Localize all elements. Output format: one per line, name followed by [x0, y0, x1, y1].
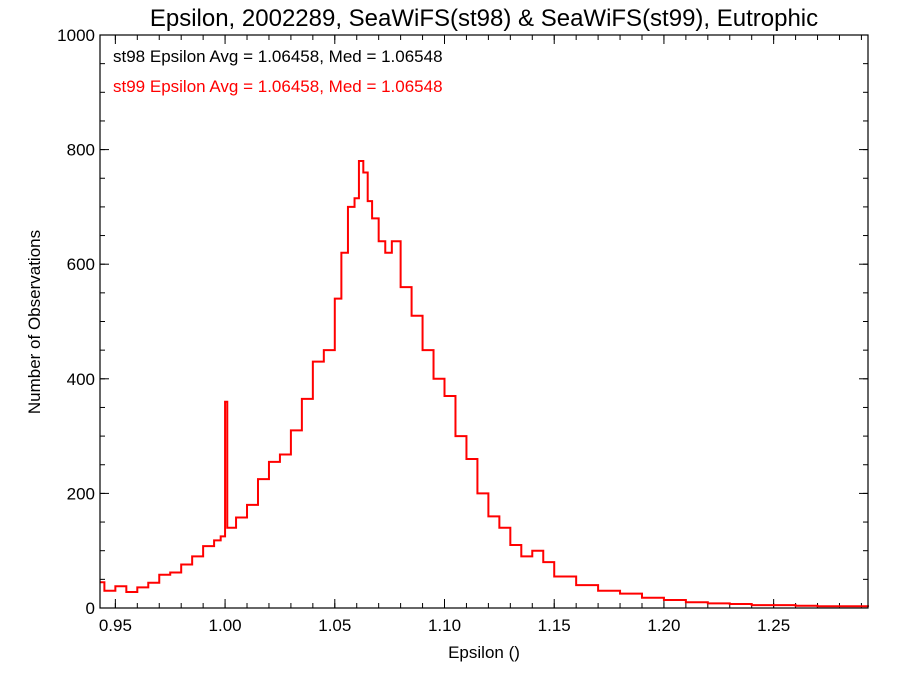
annotation-st99: st99 Epsilon Avg = 1.06458, Med = 1.0654… — [113, 77, 443, 96]
histogram-series-line — [100, 160, 869, 608]
x-tick-label: 1.15 — [538, 616, 571, 635]
y-tick-label: 0 — [86, 599, 95, 618]
x-tick-label: 1.10 — [428, 616, 461, 635]
y-axis-label: Number of Observations — [25, 230, 44, 414]
chart-title: Epsilon, 2002289, SeaWiFS(st98) & SeaWiF… — [150, 5, 818, 32]
x-tick-label: 0.95 — [99, 616, 132, 635]
x-axis-label: Epsilon () — [448, 643, 520, 662]
x-tick-label: 1.05 — [318, 616, 351, 635]
y-tick-label: 600 — [67, 255, 95, 274]
plot-series — [100, 160, 869, 608]
y-tick-label: 1000 — [57, 26, 95, 45]
x-tick-label: 1.00 — [209, 616, 242, 635]
y-tick-label: 400 — [67, 370, 95, 389]
y-tick-label: 200 — [67, 484, 95, 503]
axis-ticks: 0.95 1.00 1.05 1.10 1.15 1.20 1.25 0 200 400 600 80… — [57, 26, 868, 635]
y-tick-label: 800 — [67, 141, 95, 160]
annotation-st98: st98 Epsilon Avg = 1.06458, Med = 1.0654… — [113, 47, 443, 66]
x-tick-label: 1.25 — [757, 616, 790, 635]
x-tick-label: 1.20 — [647, 616, 680, 635]
plot-frame — [99, 34, 869, 609]
